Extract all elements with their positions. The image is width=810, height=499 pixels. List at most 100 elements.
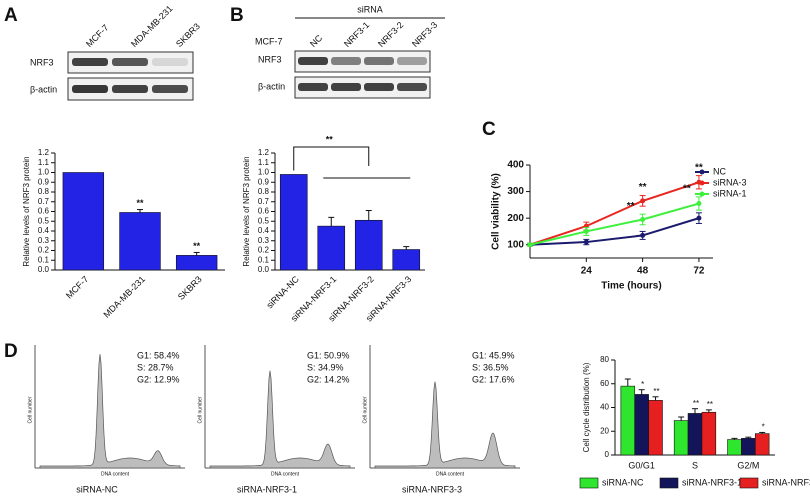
blot-column-label: NRF3-3: [410, 20, 439, 49]
blot-band: [331, 57, 361, 65]
bar: [62, 172, 105, 271]
y-tick-label: 400: [507, 160, 524, 171]
histogram-x-label: DNA content: [101, 471, 130, 477]
y-tick-label: 0.0: [38, 265, 50, 274]
bar: [701, 411, 717, 456]
marker: [640, 232, 646, 238]
legend-label: siRNA-3: [713, 177, 747, 187]
legend-label: NC: [713, 166, 726, 176]
marker: [583, 228, 589, 234]
y-tick-label: 1.0: [258, 168, 270, 177]
y-tick-label: 0.7: [258, 197, 270, 206]
blot-column-label: MCF-7: [84, 23, 111, 50]
blot-column-label: MDA-MB-231: [129, 3, 175, 49]
y-tick-label: 300: [507, 186, 524, 197]
flow-stat: G1: 50.9%: [307, 350, 350, 360]
y-tick-label: 0.3: [38, 236, 50, 245]
y-tick-label: 0.5: [38, 216, 50, 225]
y-tick-label: 0: [605, 450, 610, 459]
x-tick-label: MDA-MB-231: [101, 274, 147, 320]
panel-label: A: [4, 5, 18, 26]
y-tick-label: 20: [600, 426, 609, 435]
line: [529, 181, 700, 246]
y-tick-label: 0.5: [258, 216, 270, 225]
legend-label: siRNA-1: [713, 188, 747, 198]
significance: *: [762, 423, 765, 432]
bar: [754, 433, 770, 456]
significance: **: [193, 241, 201, 251]
y-axis-label: Relative levels of NRF3 protein: [242, 156, 251, 266]
blot-band: [364, 83, 394, 91]
y-tick-label: 1.1: [258, 158, 270, 167]
legend-label: siRNA-NC: [602, 477, 644, 487]
panel-label: C: [482, 119, 496, 140]
y-tick-label: 60: [600, 379, 609, 388]
flow-stat: S: 34.9%: [307, 362, 344, 372]
y-tick-label: 0.1: [38, 255, 50, 264]
bracket: [293, 146, 370, 171]
x-tick-label: 72: [693, 266, 705, 277]
blot-band: [112, 58, 148, 66]
significance: **: [326, 134, 334, 144]
significance: **: [683, 184, 691, 195]
blot-band: [298, 57, 328, 65]
sample-name: siRNA-NRF3-1: [237, 484, 297, 494]
significance: **: [627, 201, 635, 212]
y-tick-label: 40: [600, 403, 609, 412]
significance: **: [639, 182, 647, 193]
blot-band: [112, 85, 148, 93]
bar: [634, 394, 649, 456]
histogram-y-label: Cell number: [197, 396, 203, 423]
blot-band: [331, 83, 361, 91]
y-axis-label: Cell viability (%): [491, 173, 502, 250]
flow-stat: G2: 14.2%: [307, 374, 350, 384]
y-tick-label: 1.2: [38, 148, 50, 157]
marker: [696, 201, 702, 207]
blot-column-label: NRF3-1: [342, 20, 371, 49]
x-tick-label: 48: [637, 266, 649, 277]
blot-row-label: β-actin: [258, 81, 285, 91]
bar: [673, 420, 689, 456]
y-tick-label: 100: [507, 239, 524, 250]
blot-row-label: NRF3: [258, 54, 282, 64]
line: [529, 217, 700, 246]
blot-column-label: NRF3-2: [376, 20, 405, 49]
blot-group-label: siRNA: [357, 4, 383, 14]
x-tick-label: G2/M: [737, 460, 759, 470]
blot-band: [364, 57, 394, 65]
histogram: [374, 381, 516, 469]
y-tick-label: 0.2: [258, 246, 270, 255]
legend-marker: [699, 169, 705, 175]
y-tick-label: 1.1: [38, 158, 50, 167]
sample-name: siRNA-NRF3-3: [402, 484, 462, 494]
flow-stat: G2: 17.6%: [472, 374, 515, 384]
significance: **: [707, 400, 713, 409]
legend-swatch: [739, 477, 759, 489]
blot-band: [152, 58, 188, 66]
bar: [648, 400, 663, 456]
legend-swatch: [659, 477, 679, 489]
legend-label: siRNA-NRF3-3: [762, 477, 810, 487]
line: [529, 202, 700, 246]
marker: [583, 239, 589, 245]
y-tick-label: 0.0: [258, 265, 270, 274]
histogram-y-label: Cell number: [362, 396, 368, 423]
histogram-x-label: DNA content: [271, 471, 300, 477]
blot-band: [397, 83, 427, 91]
y-tick-label: 200: [507, 213, 524, 224]
blot-frame: [294, 76, 431, 99]
x-tick-label: S: [692, 460, 698, 470]
legend-marker: [699, 180, 705, 186]
bar: [392, 249, 421, 271]
y-axis-label: Cell cycle distribution (%): [582, 362, 591, 452]
y-tick-label: 0.1: [258, 255, 270, 264]
significance: **: [695, 162, 703, 173]
histogram: [39, 354, 181, 469]
y-tick-label: 0.6: [38, 207, 50, 216]
flow-stat: G1: 45.9%: [472, 350, 515, 360]
blot-band: [72, 58, 108, 66]
x-tick-label: G0/G1: [628, 460, 655, 470]
y-tick-label: 0.4: [258, 226, 270, 235]
bar: [279, 174, 308, 271]
